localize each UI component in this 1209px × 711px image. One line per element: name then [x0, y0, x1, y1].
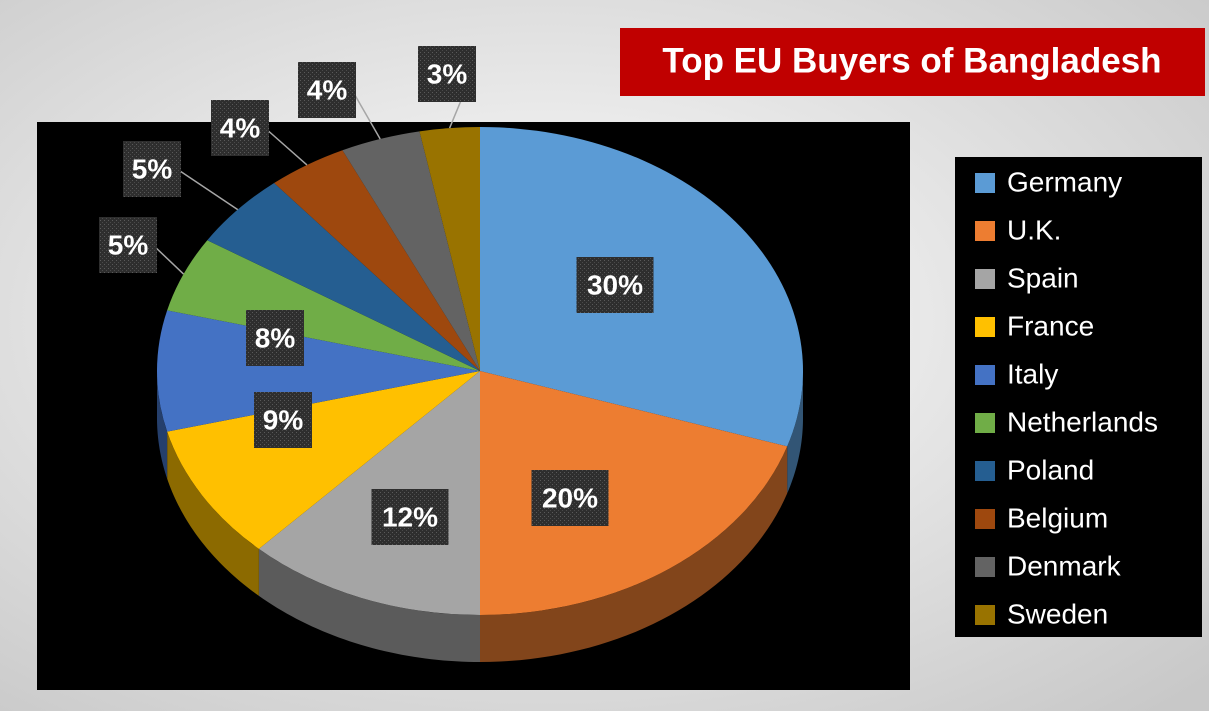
slice — [274, 150, 480, 371]
slice — [342, 131, 480, 371]
legend-box — [955, 157, 1202, 637]
legend-swatch — [975, 221, 995, 241]
data-label-box — [576, 257, 654, 313]
legend-swatch — [975, 269, 995, 289]
data-label-box — [371, 489, 449, 545]
legend-label: Belgium — [1007, 502, 1108, 533]
legend-label: Sweden — [1007, 598, 1108, 629]
legend-label: Netherlands — [1007, 406, 1158, 437]
data-label: 4% — [220, 112, 261, 143]
data-label-box — [298, 62, 356, 118]
data-label: 4% — [307, 74, 348, 105]
legend-swatch — [975, 173, 995, 193]
legend-label: Denmark — [1007, 550, 1122, 581]
slice-side — [258, 548, 480, 662]
leader-line — [264, 127, 308, 166]
data-label-box — [246, 310, 304, 366]
data-label: 8% — [255, 322, 296, 353]
slice — [167, 371, 480, 549]
legend-swatch — [975, 365, 995, 385]
legend-label: France — [1007, 310, 1094, 341]
legend-label: Poland — [1007, 454, 1094, 485]
slice — [419, 127, 480, 371]
chart-title: Top EU Buyers of Bangladesh — [662, 41, 1161, 80]
data-label-box — [123, 141, 181, 197]
slice — [258, 371, 480, 615]
slice-side — [787, 371, 803, 494]
leader-line — [152, 244, 185, 275]
data-label-box — [211, 100, 269, 156]
slice-side — [480, 446, 788, 662]
data-label: 9% — [263, 404, 304, 435]
slice-side — [167, 431, 259, 596]
data-label: 20% — [542, 482, 598, 513]
legend-label: Germany — [1007, 166, 1122, 197]
data-label: 5% — [132, 153, 173, 184]
legend-swatch — [975, 413, 995, 433]
legend-swatch — [975, 317, 995, 337]
legend-swatch — [975, 461, 995, 481]
legend-swatch — [975, 557, 995, 577]
data-label-box — [418, 46, 476, 102]
data-label-box — [531, 470, 609, 526]
slice — [207, 182, 480, 371]
title-box — [620, 28, 1205, 96]
slice — [157, 310, 481, 432]
legend-swatch — [975, 509, 995, 529]
legend-label: U.K. — [1007, 214, 1061, 245]
data-label-box — [254, 392, 312, 448]
data-label-box — [99, 217, 157, 273]
legend-swatch — [975, 605, 995, 625]
leader-line — [351, 89, 381, 140]
slice — [480, 371, 788, 615]
legend-label: Italy — [1007, 358, 1058, 389]
slice-side — [157, 371, 168, 479]
data-label: 12% — [382, 501, 438, 532]
data-label: 3% — [427, 58, 468, 89]
slice — [167, 240, 480, 371]
data-label: 5% — [108, 229, 149, 260]
legend-label: Spain — [1007, 262, 1079, 293]
data-label: 30% — [587, 269, 643, 300]
leader-line — [176, 168, 239, 211]
